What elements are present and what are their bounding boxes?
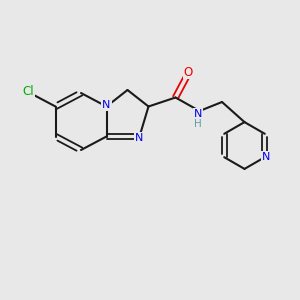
- Text: N: N: [194, 109, 202, 119]
- Text: O: O: [184, 65, 193, 79]
- Text: H: H: [194, 118, 202, 129]
- Text: N: N: [135, 133, 144, 143]
- Text: N: N: [262, 152, 271, 162]
- Text: Cl: Cl: [23, 85, 34, 98]
- Text: N: N: [102, 100, 111, 110]
